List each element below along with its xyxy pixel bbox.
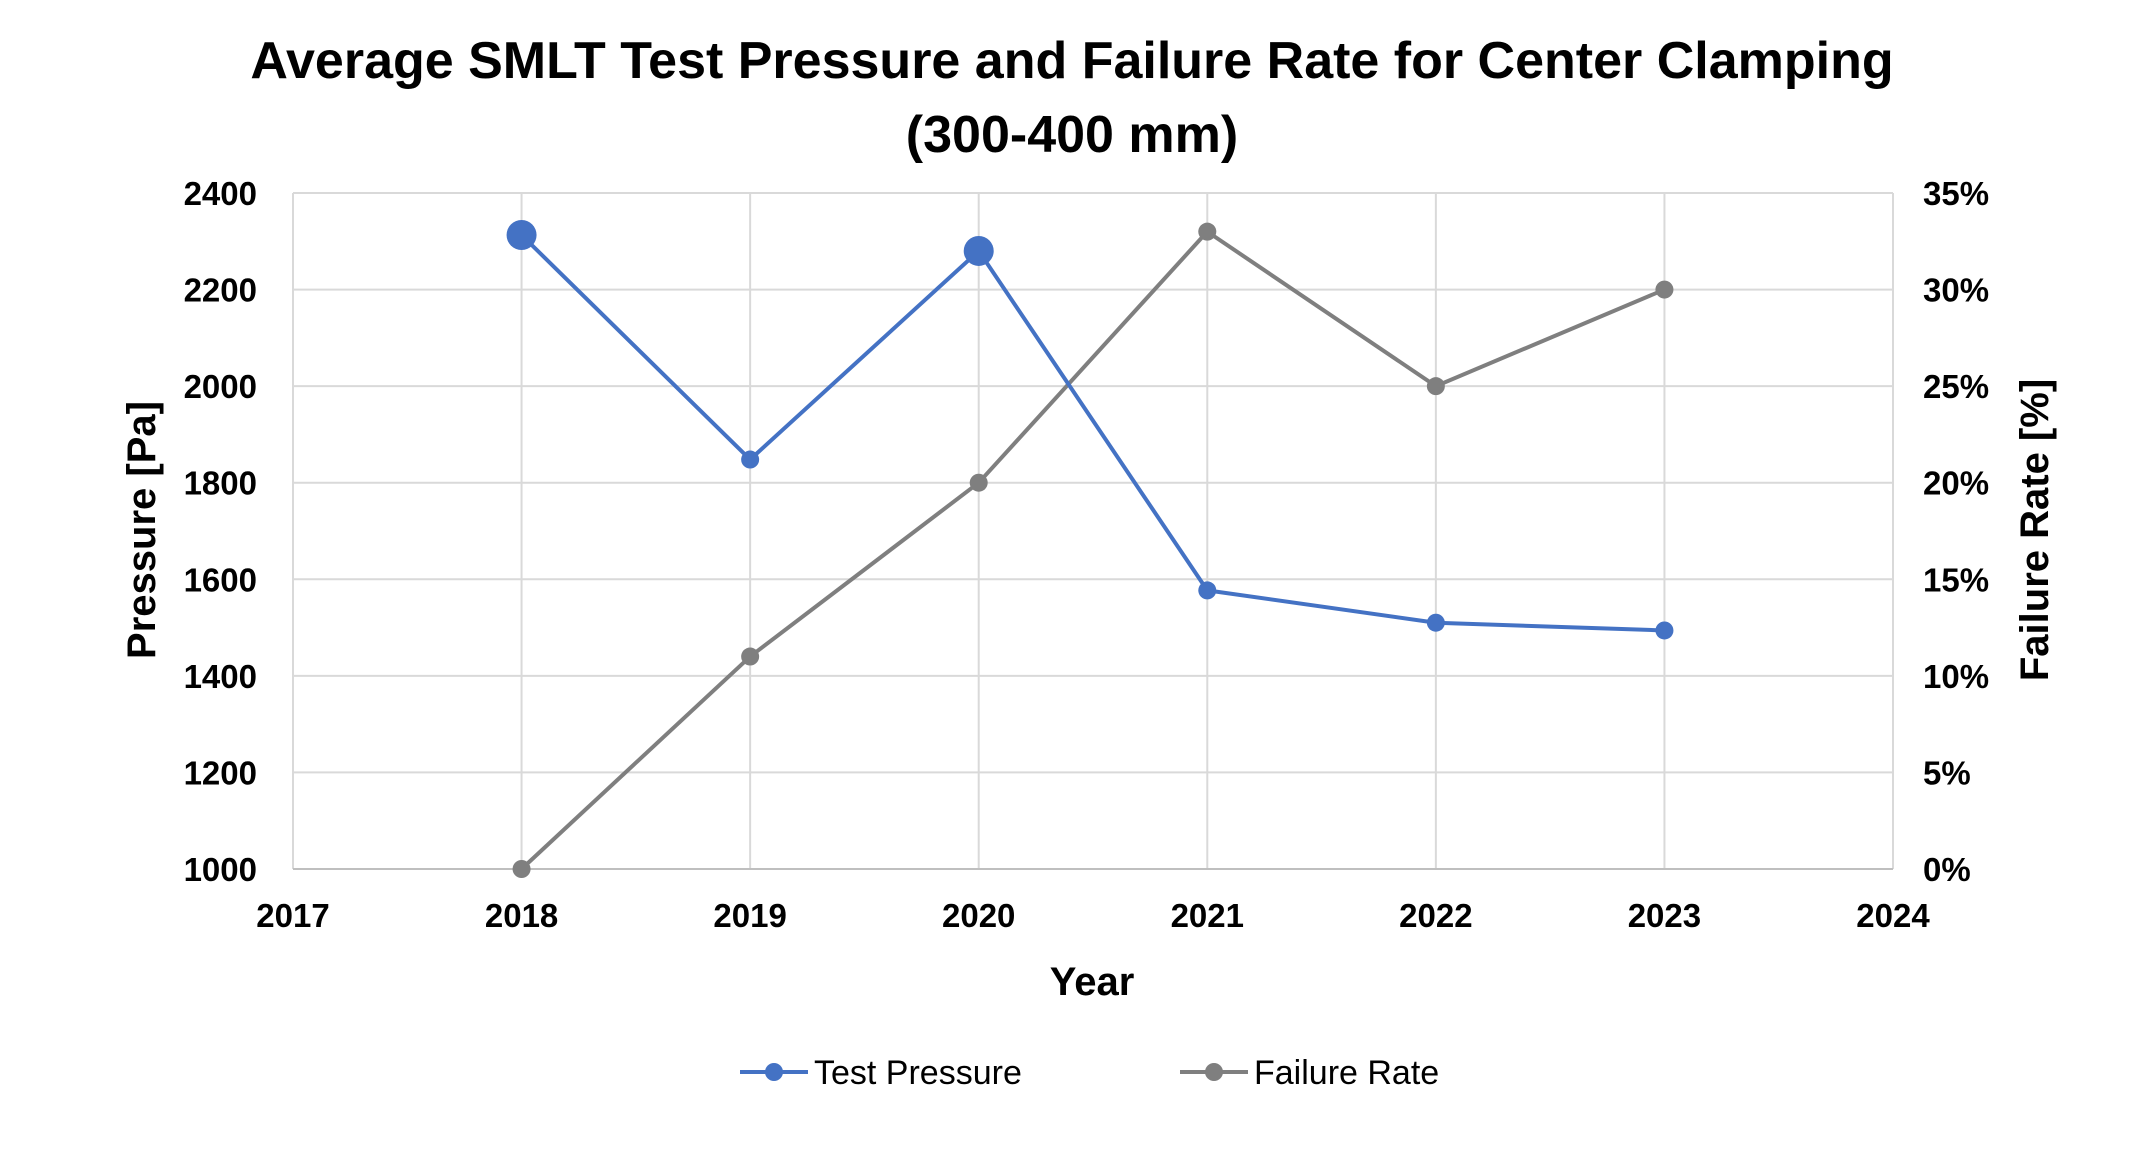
- test-pressure-point: [1655, 621, 1674, 640]
- y-right-tick-label: 0%: [1923, 851, 1971, 888]
- failure-rate-point: [512, 860, 531, 878]
- x-tick-label: 2019: [713, 897, 786, 934]
- y-right-tick-label: 35%: [1923, 175, 1989, 212]
- x-axis-label: Year: [1050, 960, 1135, 1004]
- legend-label: Test Pressure: [814, 1054, 1022, 1092]
- test-pressure-point: [1198, 581, 1217, 600]
- y-left-tick-label: 1200: [184, 754, 257, 791]
- failure-rate-point: [1426, 377, 1445, 396]
- y-right-tick-label: 10%: [1923, 658, 1989, 695]
- chart-title-line1: Average SMLT Test Pressure and Failure R…: [250, 32, 1893, 90]
- x-tick-label: 2017: [256, 897, 329, 934]
- y-axis-right-label: Failure Rate [%]: [2013, 379, 2057, 681]
- chart-title-line2: (300-400 mm): [906, 106, 1238, 164]
- x-tick-label: 2020: [942, 897, 1015, 934]
- x-tick-label: 2018: [485, 897, 558, 934]
- test-pressure-point: [506, 220, 537, 251]
- gridlines: [293, 192, 1894, 869]
- y-left-tick-label: 1600: [184, 561, 257, 598]
- test-pressure-point: [1426, 613, 1445, 632]
- y-right-tick-label: 15%: [1923, 561, 1989, 598]
- legend-item-test-pressure: Test Pressure: [740, 1054, 1022, 1092]
- failure-rate-line: [520, 229, 1666, 871]
- legend-item-failure-rate: Failure Rate: [1180, 1054, 1439, 1092]
- x-tick-label: 2023: [1628, 897, 1701, 934]
- test-pressure-point: [963, 235, 994, 266]
- failure-rate-point: [969, 473, 988, 492]
- legend-swatch-marker: [1205, 1063, 1223, 1081]
- tick-labels: 1000 1200 1400 1600 1800 2000 2200 2400 0% 5% 10% 1…: [184, 175, 1989, 934]
- y-left-tick-label: 2000: [184, 368, 257, 405]
- failure-rate-point: [741, 647, 760, 666]
- y-axis-left-label: Pressure [Pa]: [120, 401, 164, 659]
- failure-rate-point: [1198, 222, 1217, 241]
- x-tick-label: 2024: [1856, 897, 1930, 934]
- test-pressure-line: [520, 233, 1665, 633]
- y-left-tick-label: 1800: [184, 465, 257, 502]
- series-lines: [506, 220, 1674, 878]
- y-left-tick-label: 2400: [184, 175, 257, 212]
- legend-label: Failure Rate: [1254, 1054, 1439, 1092]
- y-right-tick-label: 30%: [1923, 272, 1989, 309]
- y-right-tick-label: 5%: [1923, 754, 1971, 791]
- x-tick-label: 2021: [1171, 897, 1244, 934]
- legend: Test Pressure Failure Rate: [740, 1054, 1439, 1092]
- failure-rate-point: [1655, 280, 1674, 299]
- axes: [292, 193, 1893, 870]
- y-left-tick-label: 1000: [184, 851, 257, 888]
- y-left-tick-label: 2200: [184, 272, 257, 309]
- y-right-tick-label: 25%: [1923, 368, 1989, 405]
- test-pressure-point: [741, 450, 760, 469]
- y-right-tick-label: 20%: [1923, 465, 1989, 502]
- legend-swatch-marker: [765, 1063, 783, 1081]
- y-left-tick-label: 1400: [184, 658, 257, 695]
- x-tick-label: 2022: [1399, 897, 1472, 934]
